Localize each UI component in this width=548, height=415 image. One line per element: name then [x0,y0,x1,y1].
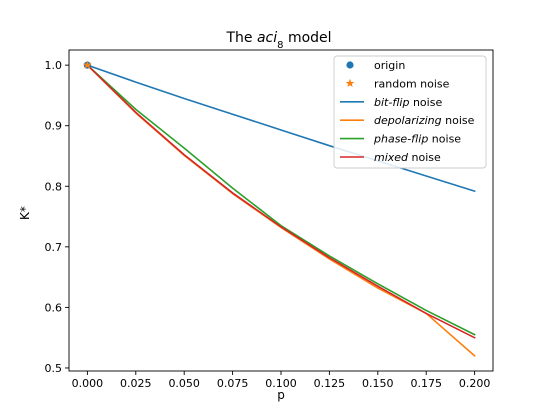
y-tick-label: 0.5 [45,362,63,375]
legend-marker-random-noise [345,78,355,88]
series-line-phase-flip [86,64,476,336]
chart-title: The aci8 model [225,30,331,51]
legend-label-suffix: noise [428,133,461,146]
x-tick-label: 0.100 [265,377,297,390]
y-tick-label: 0.8 [45,180,63,193]
legend-box [333,55,487,169]
legend-label-italic: bit-flip [374,96,409,109]
legend-label-depolarizing: depolarizing noise [374,114,475,127]
x-tick-label: 0.025 [120,377,152,390]
legend-label-suffix: noise [408,151,441,164]
legend-label-italic: depolarizing [374,114,442,127]
chart-title-subscript: 8 [277,40,283,51]
plot-area: 0.000 0.025 0.050 0.075 0.100 0.125 0.150 0.175… [45,49,494,390]
y-tick-label: 0.7 [45,241,63,254]
y-tick-label: 0.6 [45,301,63,314]
x-tick-label: 0.175 [410,377,442,390]
x-tick-label: 0.000 [72,377,104,390]
series-line-bit-flip [86,64,476,193]
y-tick-label: 0.9 [45,120,63,133]
y-tick-label: 1.0 [45,59,63,72]
legend-marker-origin [346,61,354,69]
marker-random-noise [83,60,92,69]
legend-label-suffix: noise [442,114,475,127]
series-line-mixed [86,64,476,339]
legend-label-bit-flip: bit-flip noise [374,96,442,109]
x-tick-label: 0.050 [168,377,200,390]
legend-label-phase-flip: phase-flip noise [373,133,461,146]
x-tick-label: 0.125 [314,377,346,390]
x-tick-label: 0.200 [459,377,491,390]
x-tick-label: 0.150 [362,377,394,390]
chart-title-suffix: model [284,30,332,46]
legend-label-random-noise: random noise [374,77,450,90]
x-axis-label: p [277,388,285,402]
chart-title-prefix: The [225,30,257,46]
chart-title-italic: aci [257,30,277,46]
legend-label-suffix: noise [409,96,442,109]
legend-label-origin: origin [374,59,405,72]
legend-label-italic: phase-flip [373,133,428,146]
x-tick-label: 0.075 [217,377,249,390]
legend-label-italic: mixed [374,151,409,164]
y-axis-label: K* [18,206,32,220]
legend-label-mixed: mixed noise [374,151,441,164]
